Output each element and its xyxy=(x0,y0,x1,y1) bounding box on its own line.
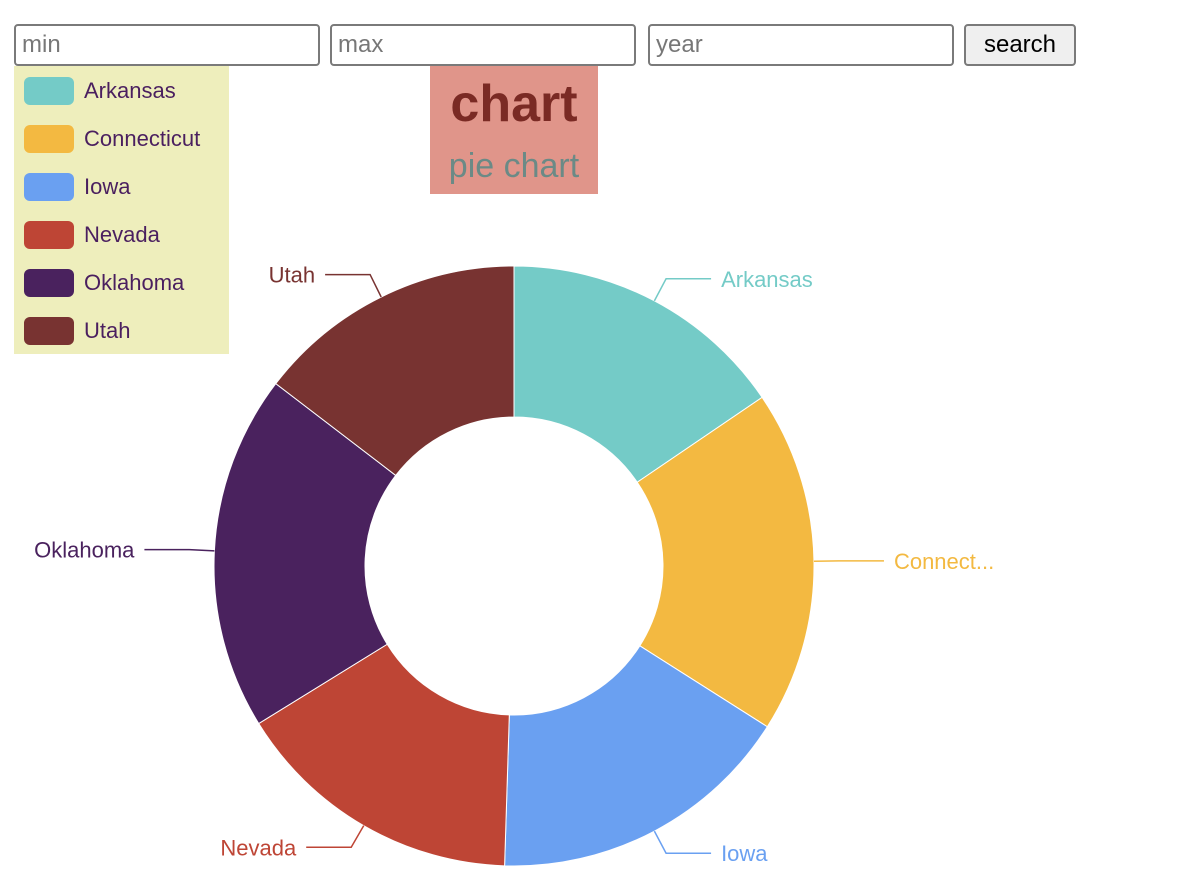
pie-slice-nevada[interactable] xyxy=(258,643,510,867)
legend-item-oklahoma[interactable]: Oklahoma xyxy=(24,268,184,298)
legend-swatch xyxy=(24,269,74,297)
pie-slice-iowa[interactable] xyxy=(504,645,768,867)
max-input[interactable] xyxy=(330,24,636,66)
pie-slice-utah[interactable] xyxy=(275,265,515,477)
legend-swatch xyxy=(24,125,74,153)
label-leader-line xyxy=(653,278,712,302)
legend-label: Arkansas xyxy=(84,78,176,103)
min-input[interactable] xyxy=(14,24,320,66)
legend-item-nevada[interactable]: Nevada xyxy=(24,220,160,250)
slice-label: Arkansas xyxy=(721,267,813,292)
legend-item-connecticut[interactable]: Connecticut xyxy=(24,124,200,154)
chart-title: chart xyxy=(450,75,578,133)
legend-swatch xyxy=(24,317,74,345)
legend-item-arkansas[interactable]: Arkansas xyxy=(24,76,176,106)
legend-swatch xyxy=(24,77,74,105)
pie-slice-arkansas[interactable] xyxy=(513,265,763,483)
slice-label: Nevada xyxy=(220,835,297,860)
pie-slice-oklahoma[interactable] xyxy=(213,382,397,725)
legend-label: Connecticut xyxy=(84,126,201,151)
legend-label: Utah xyxy=(84,318,131,343)
year-input[interactable] xyxy=(648,24,954,66)
chart-title-box: chart pie chart xyxy=(430,66,598,194)
legend-label: Nevada xyxy=(84,222,160,247)
legend-swatch xyxy=(24,173,74,201)
chart-subtitle: pie chart xyxy=(448,147,580,185)
legend-label: Oklahoma xyxy=(84,270,185,295)
chart-legend: Arkansas Connecticut Iowa Nevada Oklahom… xyxy=(14,66,229,354)
slice-label: Oklahoma xyxy=(34,538,135,563)
legend-label: Iowa xyxy=(84,174,131,199)
legend-item-iowa[interactable]: Iowa xyxy=(24,172,130,202)
legend-item-utah[interactable]: Utah xyxy=(24,316,130,346)
label-leader-line xyxy=(306,825,365,849)
label-leader-line xyxy=(325,273,382,298)
slice-label: Connect... xyxy=(894,549,994,574)
slice-label: Iowa xyxy=(721,841,768,866)
filter-toolbar: search xyxy=(0,0,1192,70)
legend-swatch xyxy=(24,221,74,249)
search-button[interactable]: search xyxy=(964,24,1076,66)
pie-slice-connecticut[interactable] xyxy=(636,396,815,728)
label-leader-line xyxy=(144,548,215,552)
slice-label: Utah xyxy=(269,263,315,288)
label-leader-line xyxy=(653,830,712,854)
